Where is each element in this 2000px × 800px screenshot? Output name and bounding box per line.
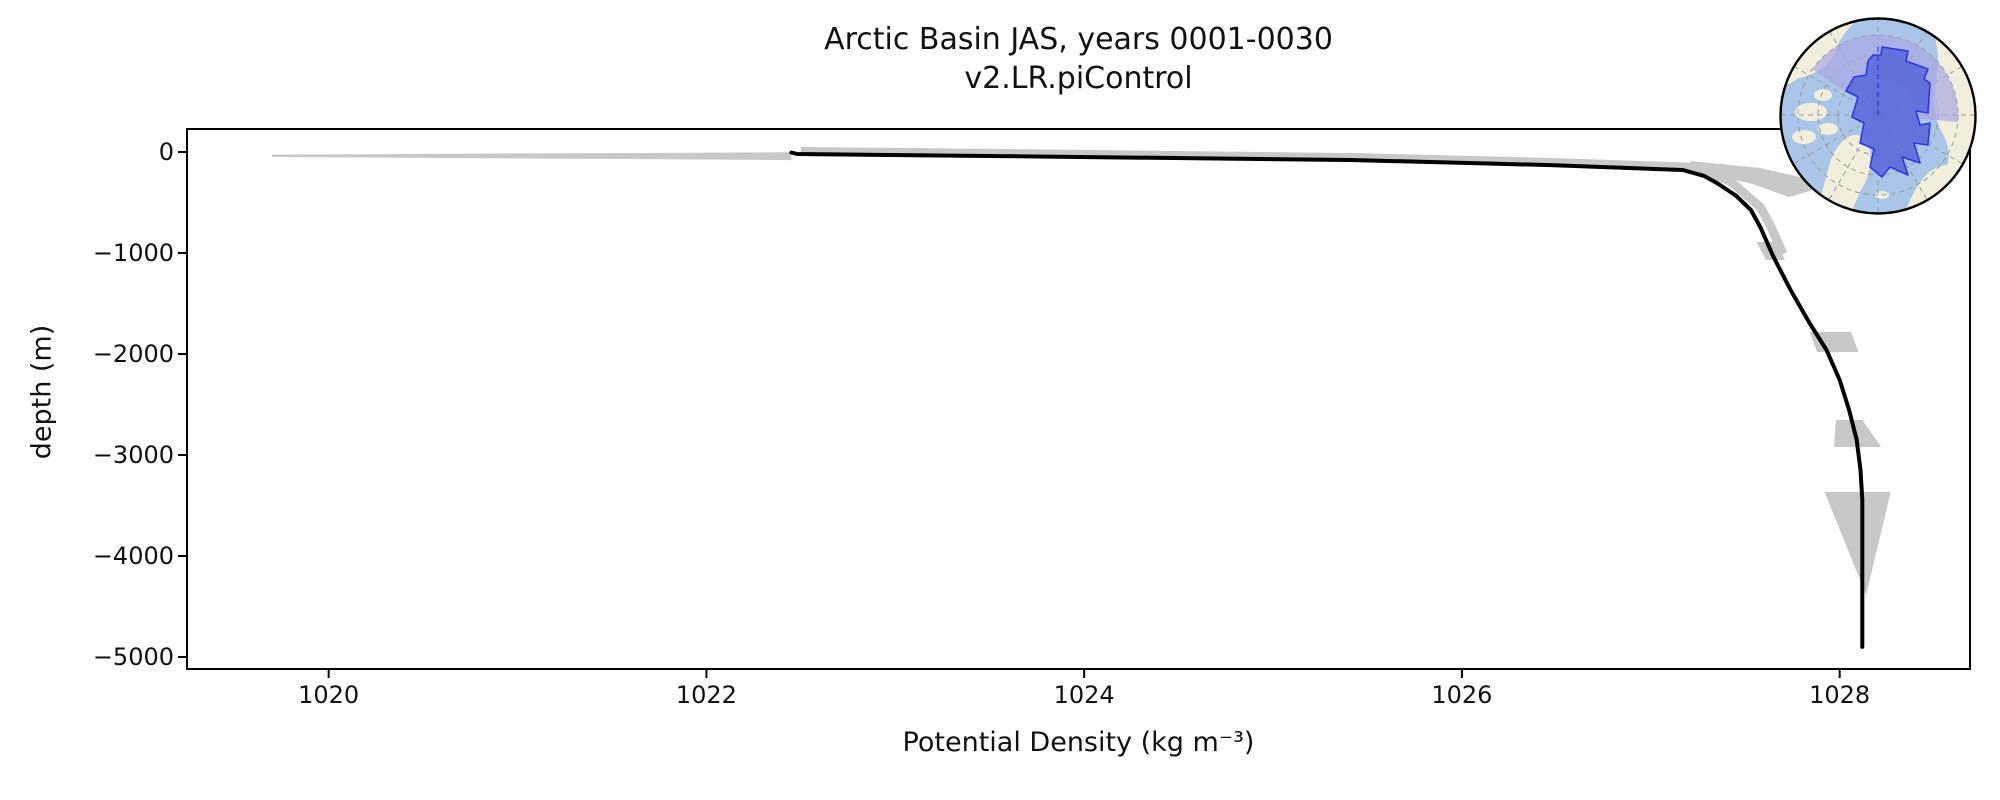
- map-island: [1795, 103, 1827, 121]
- axis-tick-marks: [178, 151, 1841, 678]
- x-tick-label: 1022: [675, 681, 737, 709]
- y-tick-label: −5000: [92, 642, 174, 671]
- chart-title: Arctic Basin JAS, years 0001-0030 v2.LR.…: [187, 20, 1970, 98]
- chart-title-line1: Arctic Basin JAS, years 0001-0030: [824, 22, 1333, 57]
- chart-title-line2: v2.LR.piControl: [964, 61, 1193, 96]
- x-axis-label: Potential Density (kg m⁻³): [902, 727, 1255, 758]
- map-border-circle: [1779, 17, 1977, 215]
- x-tick-label: 1028: [1809, 681, 1871, 709]
- y-tick-label: −3000: [92, 440, 174, 469]
- axes-spines: [186, 128, 1971, 670]
- x-tick-label: 1020: [298, 681, 360, 709]
- y-tick-label: 0: [158, 138, 174, 167]
- y-tick-label: −4000: [92, 541, 174, 570]
- x-tick-label: 1024: [1053, 681, 1115, 709]
- inset-locator-map: [1779, 17, 1977, 215]
- mean-profile-line: [789, 150, 1865, 649]
- map-content: [1780, 18, 1976, 214]
- map-region-arctic-basin: [1845, 46, 1931, 178]
- map-island: [1792, 130, 1816, 144]
- map-island: [1814, 89, 1832, 101]
- map-island: [1818, 123, 1838, 135]
- std-dev-band: [272, 147, 1891, 595]
- x-tick-label: 1026: [1431, 681, 1493, 709]
- y-tick-label: −2000: [92, 340, 174, 368]
- map-land-greenland: [1815, 135, 1871, 214]
- y-tick-label: −1000: [92, 239, 174, 268]
